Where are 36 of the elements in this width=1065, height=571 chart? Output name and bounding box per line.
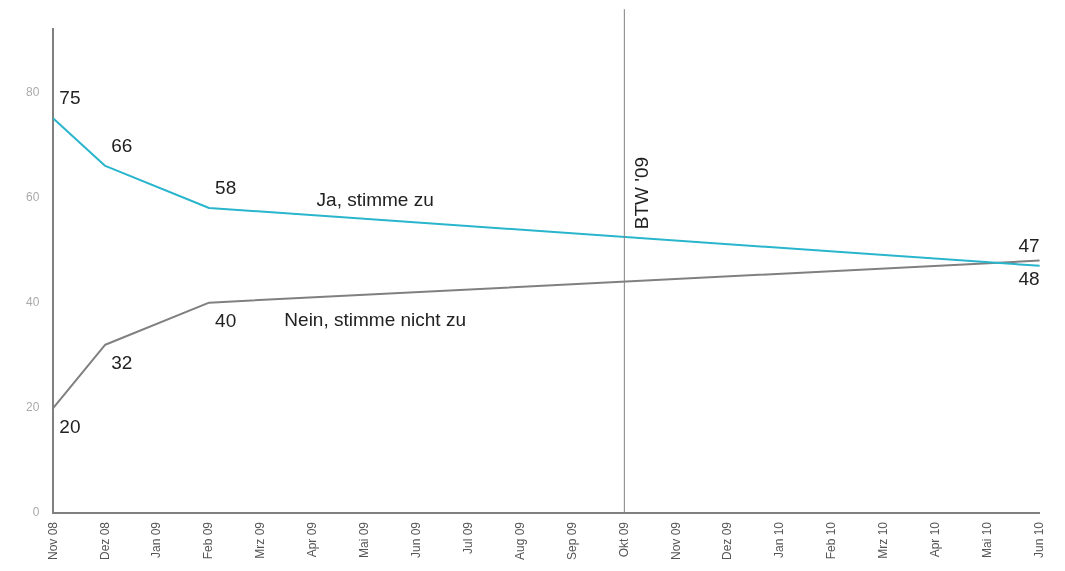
y-tick-label: 20 [25, 400, 40, 415]
x-tick-label: Mrz 09 [253, 521, 268, 559]
data-label: 32 [111, 352, 133, 374]
x-tick-label: Jan 09 [149, 521, 164, 558]
data-label: 66 [111, 134, 133, 156]
x-tick-label: Mai 09 [357, 521, 372, 558]
data-label: 58 [215, 176, 237, 198]
x-tick-label: Apr 10 [928, 521, 943, 558]
series-label: Nein, stimme nicht zu [284, 309, 466, 331]
y-tick-label: 40 [25, 294, 40, 309]
x-tick-label: Dez 08 [97, 521, 112, 560]
x-tick-label: Mrz 10 [876, 521, 891, 559]
x-tick-label: Jul 09 [460, 521, 475, 554]
data-label: 20 [59, 415, 81, 437]
x-tick-label: Nov 08 [45, 521, 60, 560]
y-tick-label: 80 [25, 84, 40, 99]
data-label: 47 [1018, 234, 1040, 256]
data-label: 40 [215, 310, 237, 332]
x-tick-label: Nov 09 [668, 521, 683, 560]
y-tick-label: 60 [25, 189, 40, 204]
x-tick-label: Okt 09 [616, 521, 631, 558]
data-label: 75 [59, 87, 81, 109]
y-tick-label: 0 [32, 505, 40, 520]
series-label: Ja, stimme zu [316, 188, 434, 210]
x-tick-label: Apr 09 [305, 521, 320, 558]
x-tick-label: Jun 10 [1031, 521, 1046, 558]
data-label: 48 [1018, 268, 1040, 290]
x-tick-label: Aug 09 [512, 521, 527, 561]
x-tick-label: Feb 09 [201, 521, 216, 560]
x-tick-label: Dez 09 [720, 521, 735, 560]
x-tick-label: Mai 10 [980, 521, 994, 558]
x-tick-label: Sep 09 [564, 521, 579, 561]
x-tick-label: Feb 10 [824, 521, 839, 560]
ref-line-label: BTW '09 [630, 156, 652, 230]
x-tick-label: Jun 09 [409, 521, 424, 558]
x-tick-label: Jan 10 [772, 521, 787, 558]
